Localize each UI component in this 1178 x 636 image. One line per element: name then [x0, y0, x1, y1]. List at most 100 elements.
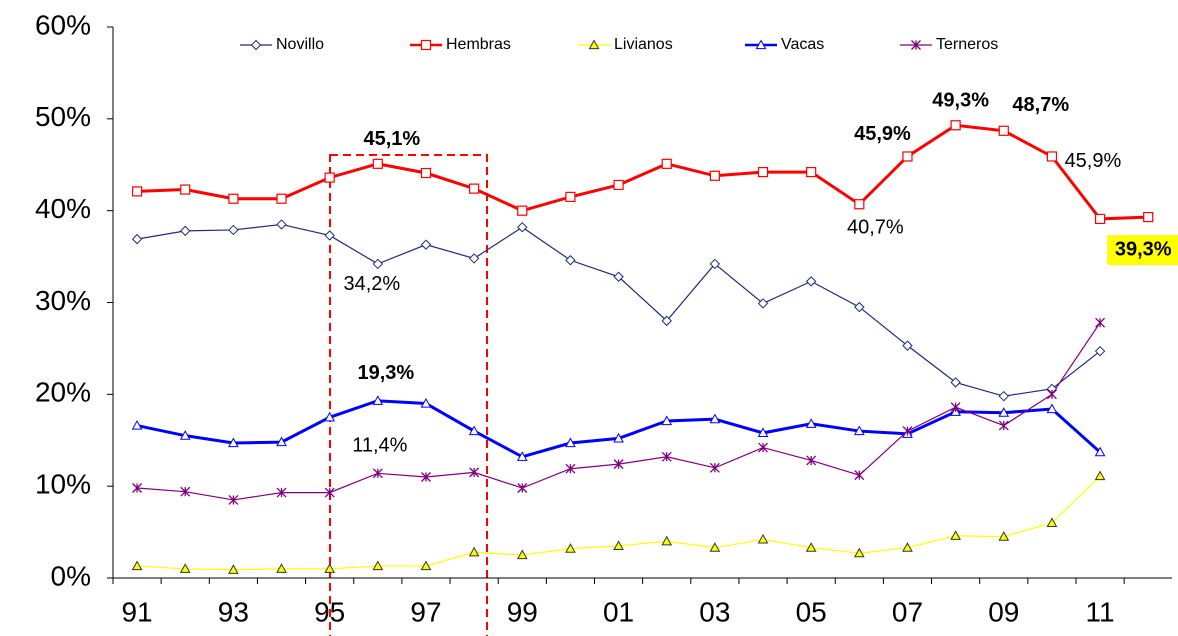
data-label: 45,9%: [1065, 150, 1122, 172]
x-tick-label: 03: [699, 596, 730, 627]
data-point: [420, 397, 432, 408]
data-point: [661, 415, 673, 426]
data-point: [421, 472, 431, 482]
data-point: [757, 298, 769, 309]
data-point: [950, 120, 961, 131]
data-point: [516, 549, 528, 560]
series-line: [137, 123, 1149, 221]
data-point: [1095, 317, 1106, 328]
data-point: [131, 560, 143, 571]
data-point: [517, 205, 528, 216]
data-point: [179, 563, 191, 573]
data-point: [613, 459, 624, 470]
data-point: [228, 437, 239, 448]
data-point: [565, 463, 576, 474]
data-point: [998, 531, 1010, 541]
data-point: [661, 535, 673, 546]
data-point: [1094, 470, 1106, 481]
y-tick-label: 40%: [35, 193, 91, 224]
data-point: [613, 271, 624, 282]
data-point: [950, 530, 961, 540]
data-point: [516, 451, 528, 461]
x-tick-label: 05: [796, 596, 827, 627]
data-point: [276, 436, 287, 447]
data-point: [902, 340, 913, 351]
data-point: [565, 437, 576, 448]
data-point: [950, 402, 961, 413]
data-point: [1094, 213, 1106, 225]
data-point: [420, 167, 432, 179]
data-point: [276, 487, 287, 498]
data-point: [180, 225, 191, 237]
y-tick-label: 50%: [35, 101, 91, 132]
data-label: 40,7%: [847, 217, 904, 239]
data-point: [805, 542, 817, 552]
data-label: 45,9%: [854, 123, 911, 145]
data-label: 49,3%: [932, 90, 989, 112]
data-point: [565, 543, 576, 553]
data-point: [613, 432, 624, 443]
data-point: [757, 166, 769, 178]
data-point: [372, 158, 383, 169]
data-label: 19,3%: [357, 362, 414, 384]
data-point: [998, 125, 1009, 136]
data-point: [709, 413, 721, 424]
data-point: [806, 455, 817, 466]
data-point: [228, 564, 239, 574]
data-point: [1143, 211, 1154, 223]
data-point: [1094, 446, 1106, 457]
data-point: [228, 494, 239, 505]
label-highlight: [1107, 235, 1178, 266]
data-point: [228, 193, 239, 204]
data-point: [757, 427, 769, 438]
data-label: 11,4%: [352, 435, 407, 457]
data-point: [709, 258, 721, 270]
data-point: [372, 395, 384, 405]
data-point: [420, 560, 432, 571]
highlight-box: [329, 154, 488, 636]
legend-label: Hembras: [446, 36, 511, 53]
data-point: [1094, 345, 1106, 357]
data-point: [661, 315, 672, 327]
data-point: [1046, 389, 1057, 400]
data-point: [613, 540, 624, 550]
legend-label: Livianos: [614, 36, 673, 53]
data-point: [565, 191, 576, 202]
data-point: [661, 158, 672, 169]
data-point: [709, 542, 721, 552]
data-point: [420, 239, 432, 250]
data-point: [1046, 403, 1058, 414]
data-point: [469, 183, 480, 194]
data-point: [709, 170, 720, 181]
data-point: [613, 179, 624, 191]
data-point: [854, 470, 865, 481]
data-point: [998, 420, 1009, 431]
x-tick-label: 93: [218, 596, 249, 627]
data-point: [372, 258, 384, 270]
data-point: [709, 462, 720, 473]
data-point: [276, 219, 287, 230]
y-tick-label: 20%: [35, 377, 91, 408]
data-point: [131, 233, 143, 245]
data-point: [806, 166, 817, 178]
legend-marker: [250, 39, 262, 51]
x-tick-label: 07: [892, 596, 923, 627]
legend-marker: [588, 39, 600, 50]
x-tick-label: 99: [507, 596, 538, 627]
y-tick-label: 10%: [35, 469, 91, 500]
data-label: 48,7%: [1012, 94, 1069, 116]
data-point: [854, 199, 865, 210]
y-tick-label: 60%: [35, 9, 91, 40]
data-point: [950, 377, 961, 388]
data-point: [468, 425, 480, 436]
data-point: [324, 563, 336, 573]
data-point: [228, 224, 239, 236]
data-point: [998, 390, 1009, 402]
y-tick-label: 30%: [35, 285, 91, 316]
x-tick-label: 97: [410, 596, 441, 627]
data-point: [517, 483, 528, 493]
data-point: [854, 301, 865, 313]
data-point: [372, 560, 384, 571]
data-point: [853, 547, 865, 558]
data-point: [324, 487, 335, 498]
